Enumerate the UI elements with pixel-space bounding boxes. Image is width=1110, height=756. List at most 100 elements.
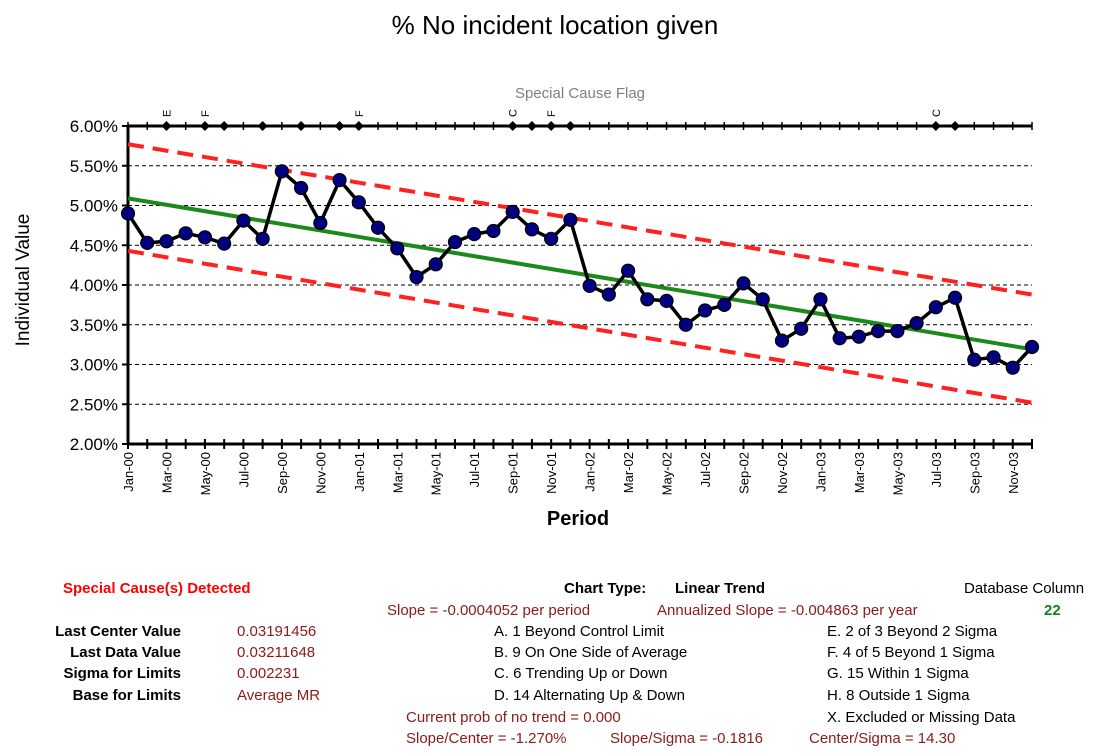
y-tick-label: 3.00% <box>70 356 118 375</box>
data-point <box>986 350 1001 365</box>
y-tick-label: 2.00% <box>70 435 118 454</box>
data-point <box>774 333 790 348</box>
flag-marker <box>161 121 172 131</box>
data-point <box>313 215 328 231</box>
slope-sigma: Slope/Sigma = -0.1816 <box>610 730 764 747</box>
data-point <box>755 292 770 307</box>
data-point <box>909 316 924 331</box>
x-tick-label: Nov-01 <box>544 452 559 494</box>
data-point <box>159 234 174 249</box>
x-tick-label: May-00 <box>198 452 213 495</box>
x-tick-label: May-01 <box>429 452 444 495</box>
last-center-value: 0.03191456 <box>237 623 317 640</box>
data-point <box>620 263 636 278</box>
x-tick-label: Jul-02 <box>698 452 713 487</box>
flag-marker <box>546 121 557 131</box>
data-point <box>428 257 443 272</box>
control-chart: 2.00% 2.50% 3.00% 3.50% 4.00% 4.50% 5.00% 5.50%… <box>13 85 1040 530</box>
x-tick-label: Mar-03 <box>852 452 867 493</box>
data-point <box>197 230 213 245</box>
data-point <box>351 195 366 210</box>
x-tick-label: Jul-00 <box>236 452 251 487</box>
data-point <box>120 206 136 221</box>
flag-marker <box>296 121 307 131</box>
data-point <box>178 226 193 241</box>
flag-axis-title: Special Cause Flag <box>515 85 645 102</box>
rule-c: C. 6 Trending Up or Down <box>494 665 668 682</box>
data-point <box>255 231 270 246</box>
y-tick-label: 6.00% <box>70 117 118 136</box>
data-point <box>1005 360 1020 375</box>
flag-letter: C <box>931 109 943 117</box>
data-point <box>736 276 751 291</box>
last-data-label: Last Data Value <box>70 644 181 661</box>
chart-type-value: Linear Trend <box>675 580 766 597</box>
x-tick-label: Nov-02 <box>775 452 790 494</box>
data-point <box>967 352 982 367</box>
data-point <box>544 231 559 246</box>
x-tick-label: Sep-01 <box>506 452 521 494</box>
x-axis-label: Period <box>547 508 609 530</box>
x-tick-label: Sep-00 <box>275 452 290 494</box>
flag-letter: C <box>508 109 520 117</box>
sigma-value: 0.002231 <box>237 665 300 682</box>
data-point <box>505 204 520 219</box>
rule-b: B. 9 On One Side of Average <box>494 644 688 661</box>
data-point <box>871 324 886 339</box>
data-point <box>697 303 713 318</box>
data-point <box>390 241 405 256</box>
data-point <box>370 220 386 235</box>
data-point <box>409 269 424 285</box>
prob-no-trend: Current prob of no trend = 0.000 <box>406 709 621 726</box>
data-point <box>524 222 540 237</box>
x-tick-label: Jan-03 <box>813 452 828 492</box>
flag-letter: E <box>161 110 173 117</box>
data-point <box>928 300 943 315</box>
data-point <box>813 292 828 307</box>
y-tick-label: 4.50% <box>70 236 118 255</box>
data-point <box>678 317 693 332</box>
data-point <box>467 227 482 242</box>
database-column-label: Database Column <box>964 580 1085 597</box>
rule-x: X. Excluded or Missing Data <box>827 709 1016 726</box>
x-tick-label: Jul-01 <box>467 452 482 487</box>
y-tick-label: 5.00% <box>70 197 118 216</box>
flag-letter: F <box>546 110 558 117</box>
data-point <box>332 172 347 188</box>
rule-g: G. 15 Within 1 Sigma <box>827 665 969 682</box>
flag-marker <box>353 121 364 131</box>
x-tick-label: Mar-02 <box>621 452 636 493</box>
x-tick-label: Nov-00 <box>313 452 328 494</box>
database-column-value: 22 <box>1044 602 1061 619</box>
data-point <box>717 297 732 312</box>
data-point <box>890 324 905 339</box>
flag-marker <box>334 121 345 131</box>
data-point <box>140 235 155 250</box>
flag-marker <box>219 121 230 131</box>
y-tick-label: 4.00% <box>70 276 118 295</box>
x-tick-label: Jan-01 <box>352 452 367 492</box>
chart-title: % No incident location given <box>391 10 719 40</box>
flag-marker <box>507 121 518 131</box>
flag-marker <box>526 121 537 131</box>
flag-letter: F <box>200 110 212 117</box>
data-point <box>294 180 309 196</box>
data-point <box>582 278 597 293</box>
last-data-value: 0.03211648 <box>237 644 316 661</box>
slope-text: Slope = -0.0004052 per period <box>387 602 591 619</box>
rule-e: E. 2 of 3 Beyond 2 Sigma <box>827 623 998 640</box>
center-trend-line <box>127 196 1033 352</box>
x-tick-label: May-02 <box>660 452 675 495</box>
y-axis-label: Individual Value <box>13 214 34 347</box>
data-point <box>217 236 232 251</box>
flag-marker <box>950 121 961 131</box>
rule-h: H. 8 Outside 1 Sigma <box>827 687 970 704</box>
base-label: Base for Limits <box>72 687 181 704</box>
base-value: Average MR <box>237 687 321 704</box>
data-point <box>851 329 866 344</box>
special-cause-label: Special Cause(s) Detected <box>63 580 251 597</box>
chart-type-label: Chart Type: <box>564 580 647 597</box>
data-point <box>832 331 847 346</box>
y-tick-label: 2.50% <box>70 395 118 414</box>
x-tick-label: Jan-00 <box>121 452 136 492</box>
